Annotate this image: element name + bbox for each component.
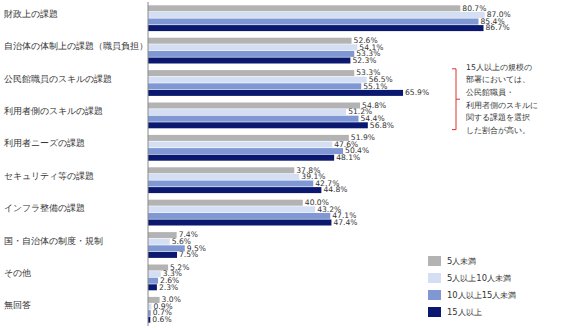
bar: [148, 12, 485, 18]
axis-line: [148, 2, 149, 326]
legend-label: 15人以上: [447, 307, 482, 317]
chart-root: 財政上の課題80.7%87.0%85.4%86.7%自治体の体制上の課題（職員負…: [0, 0, 567, 328]
bar: [148, 206, 315, 212]
bars: [148, 5, 485, 322]
bar: [148, 19, 478, 25]
legend-label: 5人以上10人未満: [447, 273, 511, 283]
category-label: セキュリティ等の課題: [4, 171, 94, 181]
category-label: インフラ整備の課題: [4, 203, 85, 213]
bar: [148, 252, 177, 258]
chart-svg: 財政上の課題80.7%87.0%85.4%86.7%自治体の体制上の課題（職員負…: [0, 0, 567, 328]
legend: 5人未満 5人以上10人未満 10人以上15人未満 15人以上: [428, 256, 516, 317]
category-label: 無回答: [4, 300, 31, 310]
bar: [148, 44, 357, 50]
bar: [148, 220, 331, 226]
data-label: 47.4%: [333, 218, 357, 227]
annotation-text: 利用者側のスキルに: [466, 101, 538, 110]
legend-label: 5人未満: [447, 256, 476, 266]
annotation-bracket: [452, 69, 460, 130]
bar: [148, 284, 157, 290]
bar: [148, 116, 359, 122]
data-label: 2.3%: [159, 283, 178, 292]
data-label: 80.7%: [462, 4, 486, 13]
bar: [148, 5, 460, 11]
bar: [148, 181, 313, 187]
bar: [148, 90, 403, 96]
bar: [148, 304, 151, 310]
category-label: 国・自治体の制度・規制: [4, 236, 103, 246]
legend-swatch: [428, 290, 441, 300]
bar: [148, 25, 484, 31]
annotation-text: 関する課題を選択: [466, 113, 530, 122]
bar: [148, 167, 294, 173]
bar: [148, 38, 352, 44]
category-label: その他: [4, 268, 31, 278]
annotation: 15人以上の規模の部署においては、公民館職員・利用者側のスキルに関する課題を選択…: [452, 63, 538, 135]
legend-swatch: [428, 256, 441, 266]
annotation-text: した割合が高い。: [466, 126, 530, 135]
data-label: 44.8%: [323, 185, 347, 194]
bar: [148, 174, 299, 180]
data-label: 86.7%: [486, 23, 510, 32]
data-label: 55.1%: [363, 82, 387, 91]
bar: [148, 142, 332, 148]
category-label: 利用者側のスキルの課題: [4, 106, 103, 116]
bar: [148, 271, 161, 277]
bar: [148, 51, 354, 57]
bar: [148, 83, 361, 89]
legend-swatch: [428, 273, 441, 283]
bar: [148, 103, 360, 109]
category-label: 利用者ニーズの課題: [4, 138, 85, 148]
bar: [148, 135, 349, 141]
data-label: 56.8%: [370, 121, 394, 130]
bar: [148, 155, 334, 161]
labels: 財政上の課題80.7%87.0%85.4%86.7%自治体の体制上の課題（職員負…: [4, 4, 511, 324]
bar: [148, 187, 321, 193]
bar: [148, 58, 350, 64]
legend-label: 10人以上15人未満: [447, 290, 516, 300]
bar: [148, 148, 343, 154]
data-label: 48.1%: [336, 153, 360, 162]
category-label: 公民館職員のスキルの課題: [4, 74, 112, 84]
bar: [148, 70, 354, 76]
bar: [148, 122, 368, 128]
category-label: 財政上の課題: [4, 9, 58, 19]
data-label: 65.9%: [405, 88, 429, 97]
bar: [148, 278, 158, 284]
data-label: 0.6%: [152, 315, 171, 324]
category-label: 自治体の体制上の課題（職員負担）: [4, 41, 148, 51]
data-label: 52.3%: [352, 56, 376, 65]
bar: [148, 239, 170, 245]
bar: [148, 200, 303, 206]
bar: [148, 109, 346, 115]
bar: [148, 213, 330, 219]
annotation-text: 15人以上の規模の: [466, 63, 532, 72]
annotation-text: 公民館職員・: [466, 88, 514, 97]
annotation-text: 部署においては、: [466, 75, 530, 84]
legend-swatch: [428, 307, 441, 317]
data-label: 7.5%: [179, 250, 198, 259]
bar: [148, 77, 367, 83]
